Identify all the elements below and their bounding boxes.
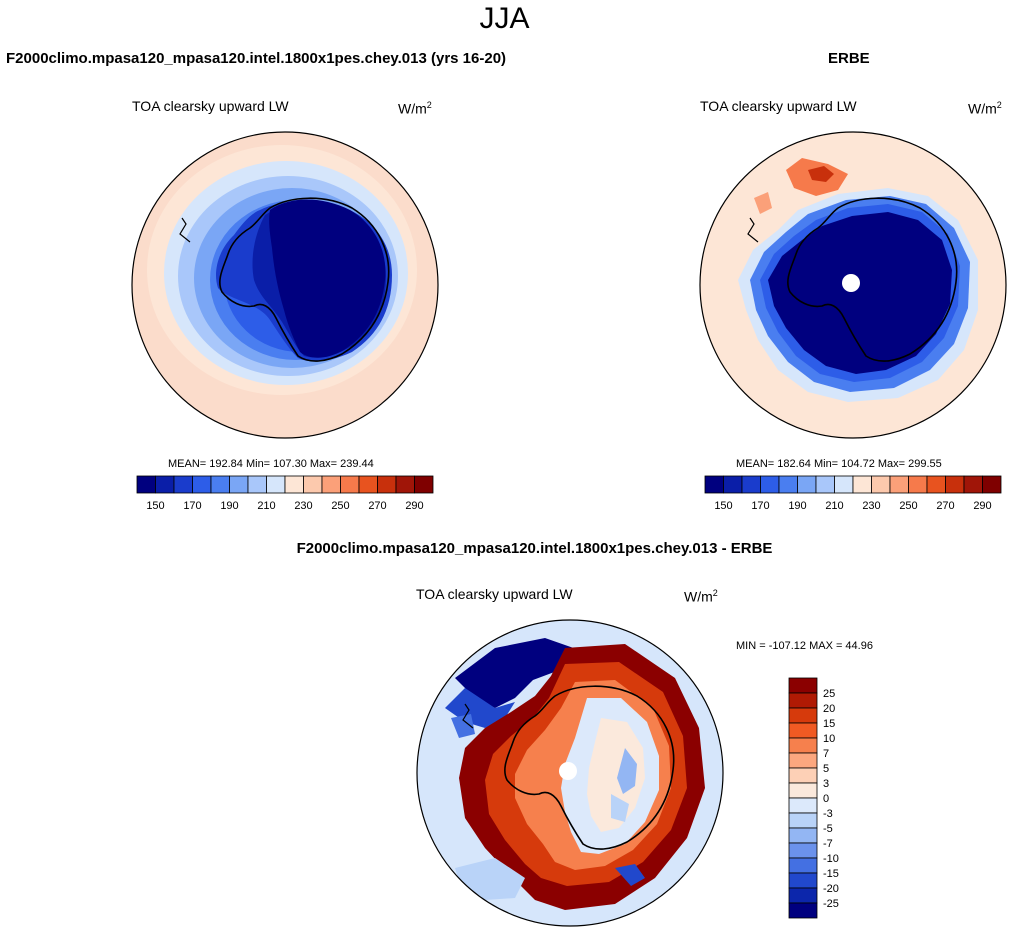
colorbar-swatch	[963, 475, 983, 494]
colorbar-swatch	[136, 475, 156, 494]
model-polar-map	[131, 131, 439, 439]
diff-stats: MIN = -107.12 MAX = 44.96	[736, 640, 873, 652]
colorbar-swatch	[871, 475, 891, 494]
colorbar-swatch	[788, 677, 818, 694]
colorbar-swatch	[788, 692, 818, 709]
colorbar-tick-label: 210	[825, 500, 843, 512]
colorbar-swatch	[815, 475, 835, 494]
colorbar-tick-label: -5	[823, 823, 833, 835]
colorbar-tick-label: 25	[823, 688, 835, 700]
colorbar-swatch	[284, 475, 304, 494]
colorbar-swatch	[982, 475, 1002, 494]
colorbar-swatch	[788, 827, 818, 844]
colorbar-tick-label: -15	[823, 868, 839, 880]
colorbar-swatch	[358, 475, 378, 494]
colorbar-swatch	[247, 475, 267, 494]
colorbar-swatch	[834, 475, 854, 494]
main-title: JJA	[479, 2, 530, 35]
model-colorbar: 150 170 190 210 230 250 270 290	[136, 475, 434, 512]
model-stats: MEAN= 192.84 Min= 107.30 Max= 239.44	[168, 458, 374, 470]
colorbar-tick-label: 170	[751, 500, 769, 512]
colorbar-tick-label: 150	[146, 500, 164, 512]
colorbar-swatch	[926, 475, 946, 494]
colorbar-tick-label: 0	[823, 793, 829, 805]
colorbar-tick-label: 230	[294, 500, 312, 512]
colorbar-swatch	[340, 475, 360, 494]
colorbar-tick-label: 10	[823, 733, 835, 745]
colorbar-tick-label: -20	[823, 883, 839, 895]
obs-stats: MEAN= 182.64 Min= 104.72 Max= 299.55	[736, 458, 942, 470]
colorbar-swatch	[778, 475, 798, 494]
colorbar-tick-label: -25	[823, 898, 839, 910]
colorbar-swatch	[788, 902, 818, 919]
colorbar-swatch	[704, 475, 724, 494]
colorbar-tick-label: 210	[257, 500, 275, 512]
colorbar-tick-label: -10	[823, 853, 839, 865]
colorbar-swatch	[377, 475, 397, 494]
obs-units: W/m2	[968, 100, 1002, 117]
colorbar-swatch	[723, 475, 743, 494]
colorbar-swatch	[414, 475, 434, 494]
colorbar-swatch	[173, 475, 193, 494]
colorbar-swatch	[788, 842, 818, 859]
diff-colorbar: 25 20 15 10 7 5 3 0 -3 -5 -7 -10 -15 -20 -25	[788, 677, 839, 919]
colorbar-swatch	[788, 707, 818, 724]
model-panel-title: F2000climo.mpasa120_mpasa120.intel.1800x…	[6, 50, 507, 67]
colorbar-swatch	[788, 857, 818, 874]
colorbar-swatch	[889, 475, 909, 494]
colorbar-swatch	[788, 812, 818, 829]
colorbar-swatch	[852, 475, 872, 494]
obs-variable-label: TOA clearsky upward LW	[700, 98, 857, 114]
colorbar-tick-label: 230	[862, 500, 880, 512]
colorbar-swatch	[210, 475, 230, 494]
colorbar-tick-label: 5	[823, 763, 829, 775]
colorbar-tick-label: 20	[823, 703, 835, 715]
colorbar-swatch	[945, 475, 965, 494]
colorbar-tick-label: 7	[823, 748, 829, 760]
colorbar-tick-label: 190	[788, 500, 806, 512]
colorbar-swatch	[395, 475, 415, 494]
obs-colorbar: 150 170 190 210 230 250 270 290	[704, 475, 1002, 512]
colorbar-tick-label: 170	[183, 500, 201, 512]
colorbar-swatch	[321, 475, 341, 494]
diff-panel-title: F2000climo.mpasa120_mpasa120.intel.1800x…	[296, 540, 773, 557]
colorbar-tick-label: 270	[368, 500, 386, 512]
colorbar-swatch	[266, 475, 286, 494]
colorbar-tick-label: 270	[936, 500, 954, 512]
colorbar-swatch	[760, 475, 780, 494]
model-units: W/m2	[398, 100, 432, 117]
colorbar-swatch	[155, 475, 175, 494]
colorbar-tick-label: -7	[823, 838, 833, 850]
colorbar-tick-label: 3	[823, 778, 829, 790]
diff-polar-map	[416, 619, 724, 927]
colorbar-swatch	[788, 767, 818, 784]
colorbar-swatch	[788, 782, 818, 799]
colorbar-tick-label: 250	[331, 500, 349, 512]
colorbar-swatch	[229, 475, 249, 494]
colorbar-swatch	[788, 887, 818, 904]
colorbar-swatch	[303, 475, 323, 494]
colorbar-tick-label: 150	[714, 500, 732, 512]
colorbar-tick-label: 250	[899, 500, 917, 512]
colorbar-swatch	[788, 797, 818, 814]
colorbar-swatch	[908, 475, 928, 494]
colorbar-tick-label: -3	[823, 808, 833, 820]
diff-variable-label: TOA clearsky upward LW	[416, 586, 573, 602]
colorbar-swatch	[788, 722, 818, 739]
model-variable-label: TOA clearsky upward LW	[132, 98, 289, 114]
colorbar-swatch	[788, 737, 818, 754]
colorbar-tick-label: 190	[220, 500, 238, 512]
obs-panel-title: ERBE	[828, 50, 870, 67]
colorbar-tick-label: 290	[405, 500, 423, 512]
diff-units: W/m2	[684, 588, 718, 605]
colorbar-swatch	[192, 475, 212, 494]
colorbar-tick-label: 15	[823, 718, 835, 730]
colorbar-swatch	[788, 872, 818, 889]
colorbar-swatch	[788, 752, 818, 769]
colorbar-swatch	[797, 475, 817, 494]
obs-polar-map	[699, 131, 1007, 439]
colorbar-tick-label: 290	[973, 500, 991, 512]
colorbar-swatch	[741, 475, 761, 494]
